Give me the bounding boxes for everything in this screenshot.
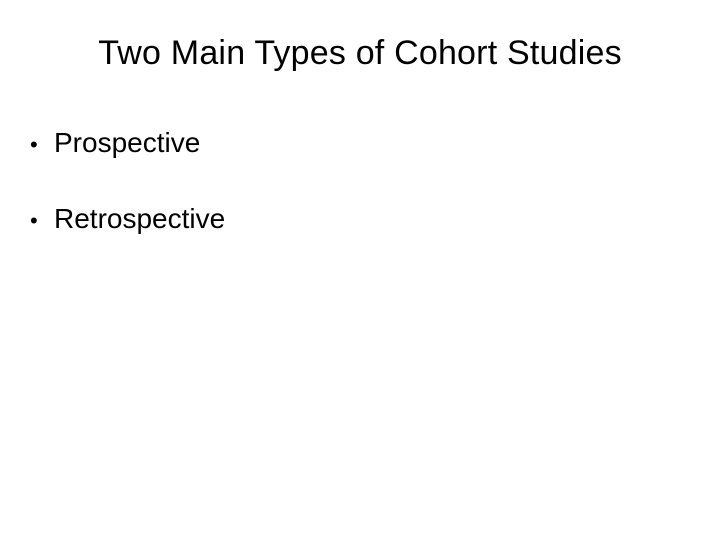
slide: Two Main Types of Cohort Studies • Prosp… bbox=[0, 0, 720, 540]
bullet-text: Retrospective bbox=[54, 202, 690, 236]
list-item: • Prospective bbox=[30, 126, 690, 160]
bullet-icon: • bbox=[30, 208, 54, 234]
bullet-list: • Prospective • Retrospective bbox=[30, 126, 690, 277]
list-item: • Retrospective bbox=[30, 202, 690, 236]
slide-title: Two Main Types of Cohort Studies bbox=[0, 34, 720, 73]
bullet-text: Prospective bbox=[54, 126, 690, 160]
bullet-icon: • bbox=[30, 132, 54, 158]
